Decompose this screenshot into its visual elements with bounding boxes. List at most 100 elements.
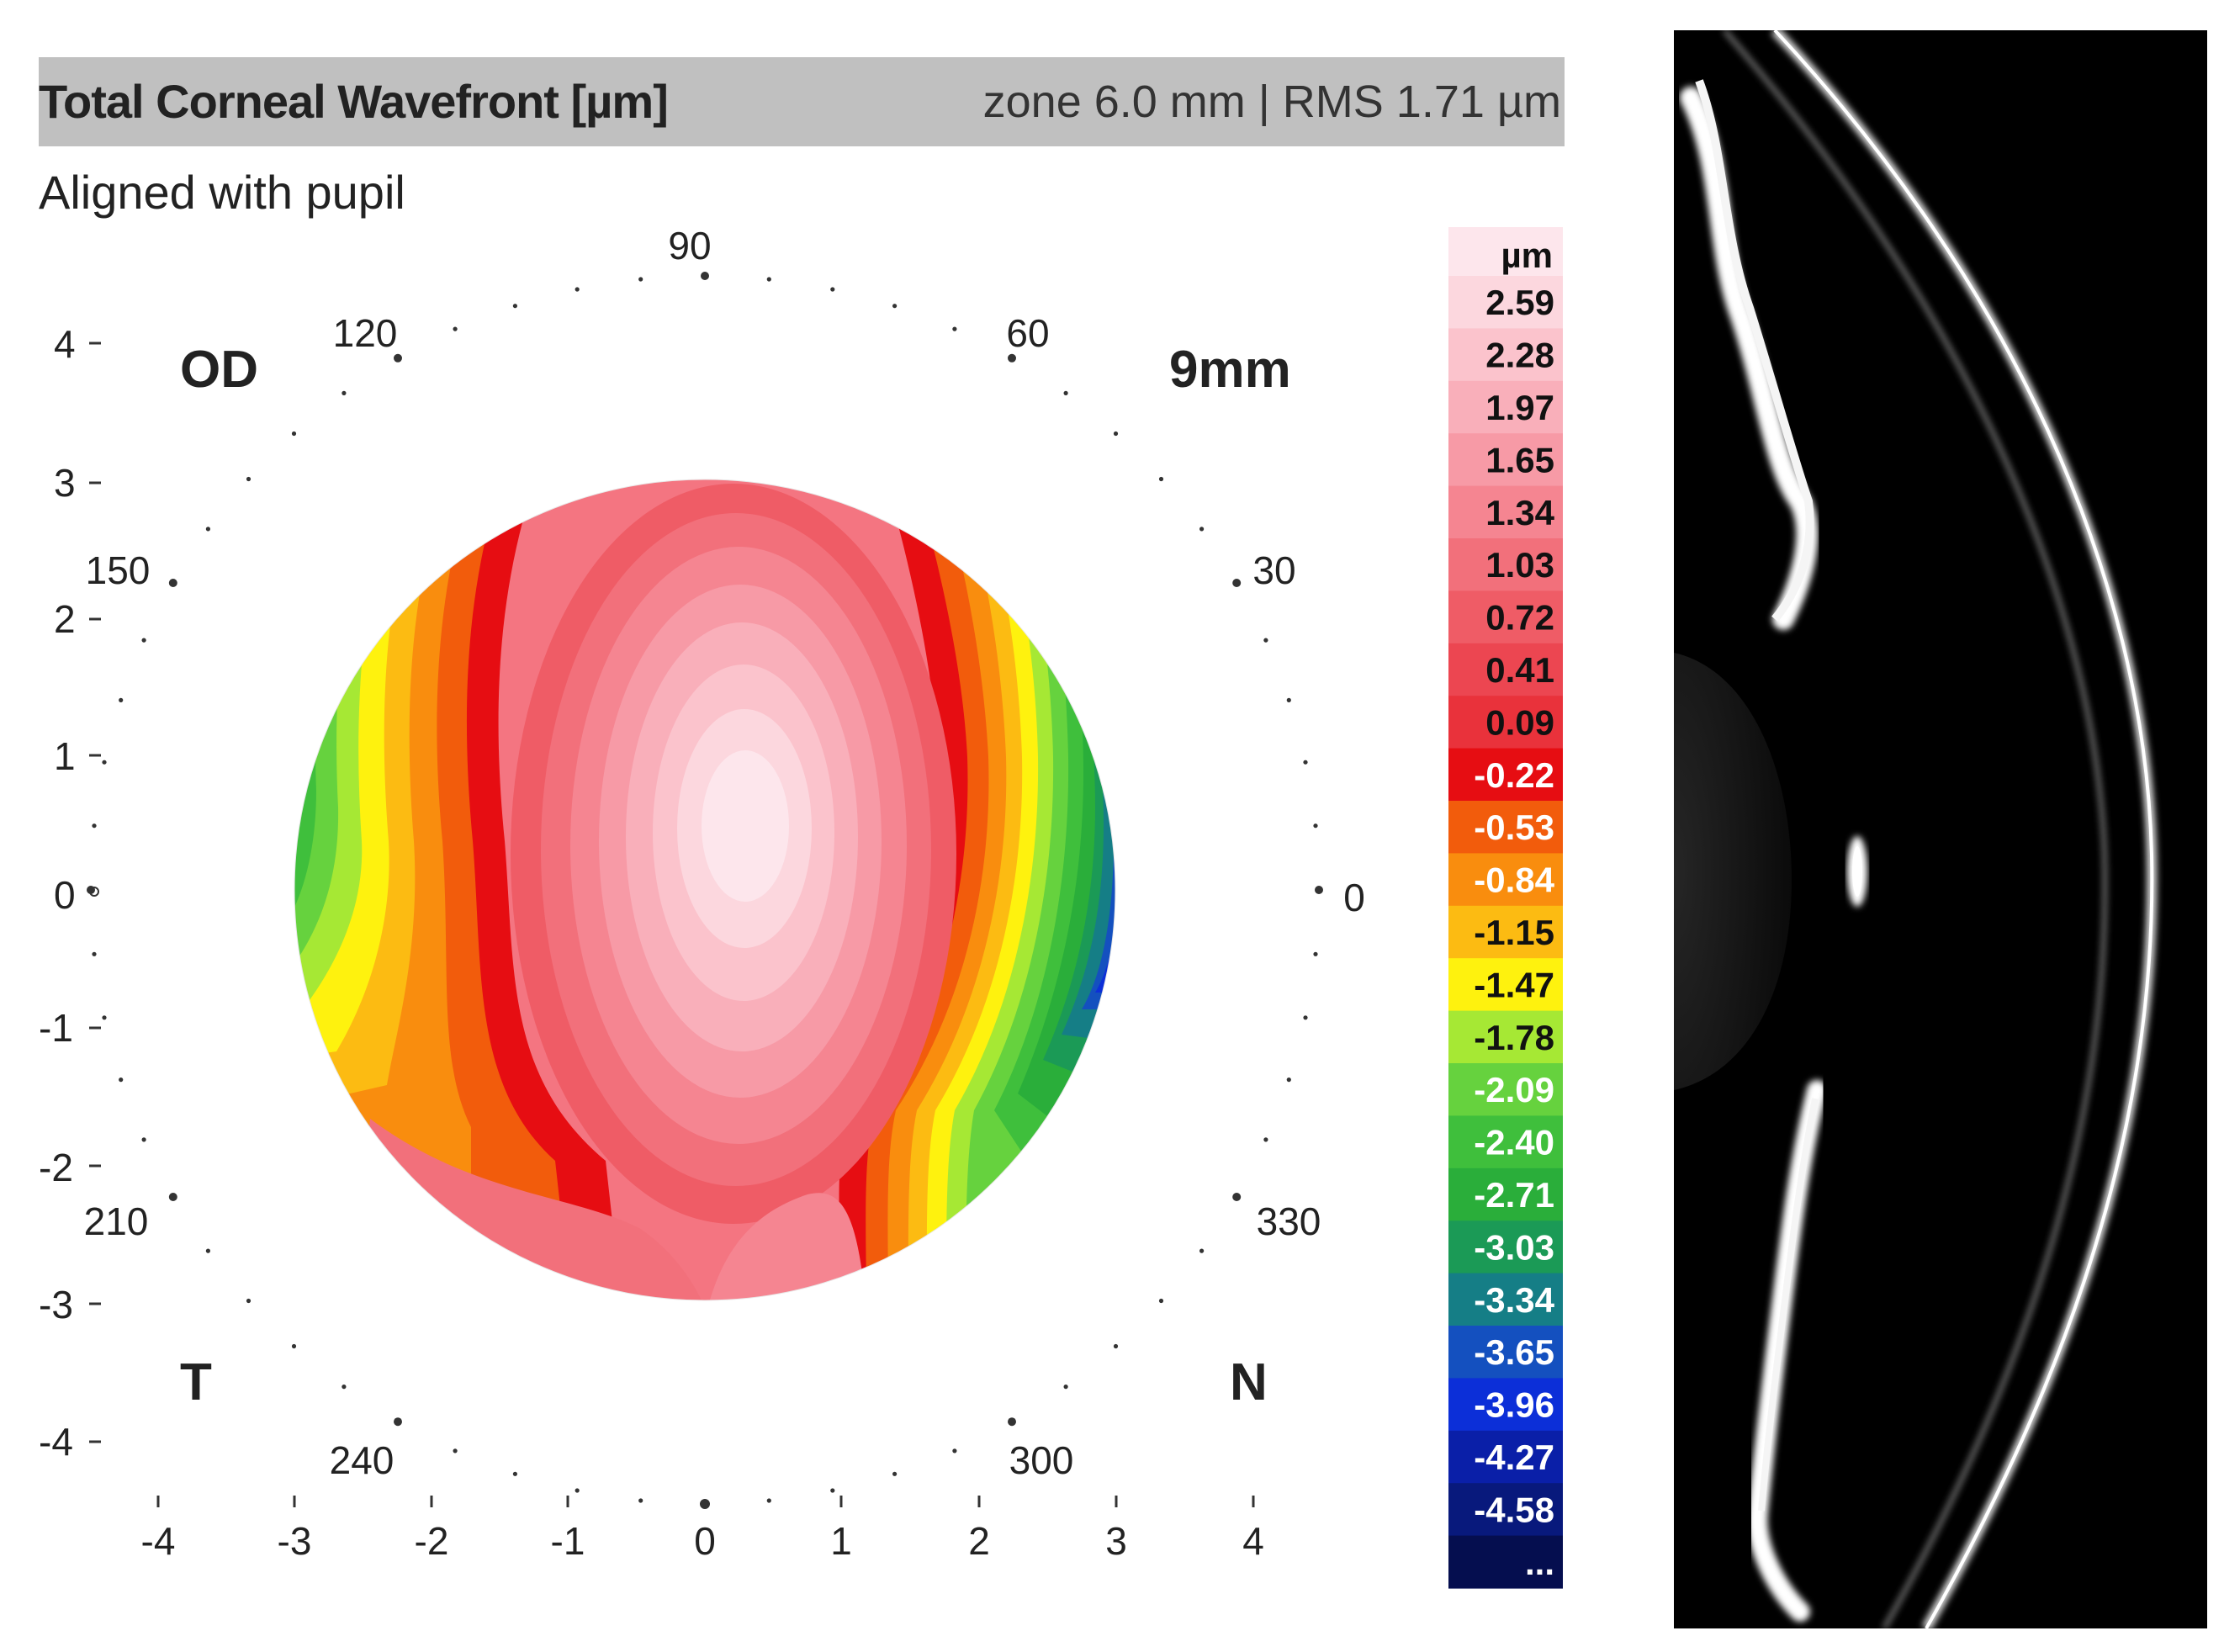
legend-unit: µm — [1501, 236, 1553, 275]
angle-minor-dot — [1313, 951, 1318, 956]
angle-minor-dot — [1113, 431, 1119, 437]
legend-swatch — [1448, 1430, 1563, 1484]
legend-value-label: -0.53 — [1474, 807, 1554, 847]
legend-swatch — [1448, 958, 1563, 1012]
angle-minor-dot — [766, 277, 771, 282]
legend-value-label: ... — [1525, 1543, 1554, 1582]
y-axis: 4 3 2 1 0 -1 -2 -3 -4 — [39, 322, 101, 1464]
wavefront-color-disc — [294, 479, 1115, 1300]
temporal-label: T — [180, 1353, 212, 1411]
angle-minor-dot — [512, 304, 518, 309]
angle-major-dot — [701, 272, 709, 280]
angle-label-240: 240 — [330, 1438, 394, 1482]
y-tick-label: -1 — [39, 1006, 73, 1050]
angle-minor-dot — [141, 1137, 146, 1142]
legend-value-label: 2.28 — [1485, 336, 1554, 375]
legend-value-label: 1.34 — [1485, 493, 1554, 532]
angle-major-dot — [1315, 886, 1323, 894]
legend-swatch — [1448, 1378, 1563, 1432]
angle-labels: 90 60 120 150 30 0 210 330 240 300 — [84, 224, 1365, 1482]
legend-value-label: -3.96 — [1474, 1385, 1554, 1425]
legend-value-label: 2.59 — [1485, 283, 1554, 322]
legend-value-label: 1.65 — [1485, 440, 1554, 479]
legend-swatch — [1448, 1115, 1563, 1169]
angle-minor-dot — [246, 1298, 252, 1304]
angle-minor-dot — [830, 1488, 835, 1493]
legend-value-label: -2.40 — [1474, 1123, 1554, 1162]
legend-swatch — [1448, 1535, 1563, 1589]
angle-major-dot — [1232, 1193, 1242, 1201]
legend-value-label: -2.09 — [1474, 1070, 1554, 1109]
legend-value-label: -4.27 — [1474, 1438, 1554, 1477]
angle-minor-dot — [102, 760, 107, 765]
y-tick-label: -4 — [39, 1420, 73, 1464]
angle-minor-dot — [1313, 823, 1318, 829]
zone-rms-info: zone 6.0 mm | RMS 1.71 µm — [982, 77, 1561, 127]
angle-minor-dot — [205, 527, 210, 532]
legend-swatch — [1448, 1220, 1563, 1274]
legend-swatch — [1448, 590, 1563, 644]
angle-minor-dot — [342, 1385, 347, 1390]
angle-major-dot — [168, 579, 177, 587]
legend-swatch — [1448, 1168, 1563, 1221]
angle-minor-dot — [575, 287, 580, 292]
legend-value-label: 0.41 — [1485, 650, 1554, 690]
legend-swatch — [1448, 748, 1563, 802]
angle-label-30: 30 — [1252, 548, 1295, 592]
angle-minor-dot — [453, 1448, 458, 1453]
angle-minor-dot — [638, 1498, 643, 1503]
diameter-label: 9mm — [1169, 341, 1291, 399]
map-title: Total Corneal Wavefront [µm] — [39, 75, 669, 128]
legend-value-label: -2.71 — [1474, 1175, 1554, 1215]
legend-value-label: 1.97 — [1485, 388, 1554, 427]
angle-major-dot — [1232, 579, 1242, 587]
angle-label-150: 150 — [86, 548, 151, 592]
angle-minor-dot — [119, 697, 124, 703]
legend-value-label: -0.22 — [1474, 755, 1554, 795]
legend-value-label: -1.78 — [1474, 1018, 1554, 1057]
angle-minor-dot — [952, 326, 957, 331]
x-tick-label: 3 — [1105, 1519, 1127, 1563]
angle-minor-dot — [1063, 390, 1068, 395]
angle-minor-dot — [638, 277, 643, 282]
angle-label-90: 90 — [668, 224, 711, 267]
legend-swatch — [1448, 328, 1563, 382]
angle-minor-dot — [1263, 638, 1268, 643]
legend-unit-cell — [1448, 227, 1563, 276]
angle-label-60: 60 — [1006, 311, 1049, 355]
legend-value-label: -3.34 — [1474, 1280, 1554, 1320]
angle-minor-dot — [1263, 1137, 1268, 1142]
angle-label-0: 0 — [1343, 876, 1365, 919]
x-tick-label: 0 — [694, 1519, 716, 1563]
y-tick-label: 1 — [54, 734, 76, 778]
angle-major-dot — [1008, 353, 1016, 363]
map-header-bar: Total Corneal Wavefront [µm] zone 6.0 mm… — [39, 57, 1565, 146]
legend-swatch — [1448, 905, 1563, 959]
angle-minor-dot — [1199, 527, 1205, 532]
x-tick-label: 2 — [968, 1519, 990, 1563]
legend-value-label: -1.47 — [1474, 965, 1554, 1004]
angle-minor-dot — [291, 431, 297, 437]
angle-minor-dot — [453, 326, 458, 331]
legend-value-label: 1.03 — [1485, 545, 1554, 585]
angle-major-dot — [168, 1193, 177, 1201]
legend-swatch — [1448, 696, 1563, 749]
angle-minor-dot — [1158, 1298, 1164, 1304]
x-tick-label: -3 — [278, 1519, 312, 1563]
angle-minor-dot — [952, 1448, 957, 1453]
x-tick-label: 4 — [1242, 1519, 1264, 1563]
angle-minor-dot — [141, 638, 146, 643]
alignment-subtitle: Aligned with pupil — [39, 166, 405, 219]
angle-minor-dot — [92, 951, 97, 956]
angle-minor-dot — [342, 390, 347, 395]
angle-major-dot — [1008, 1417, 1016, 1427]
legend-swatch — [1448, 1273, 1563, 1326]
color-scale-legend: µm 2.59 2.28 1.97 1.65 1.34 1.03 0.72 0.41 0.09 -… — [1448, 227, 1563, 1589]
angle-major-dot — [701, 1500, 709, 1508]
angle-minor-dot — [892, 1471, 898, 1476]
legend-value-label: -3.03 — [1474, 1227, 1554, 1267]
y-tick-label: -3 — [39, 1283, 73, 1326]
angle-label-300: 300 — [1009, 1438, 1074, 1482]
angle-major-dot — [394, 1417, 402, 1427]
angle-minor-dot — [102, 1015, 107, 1020]
